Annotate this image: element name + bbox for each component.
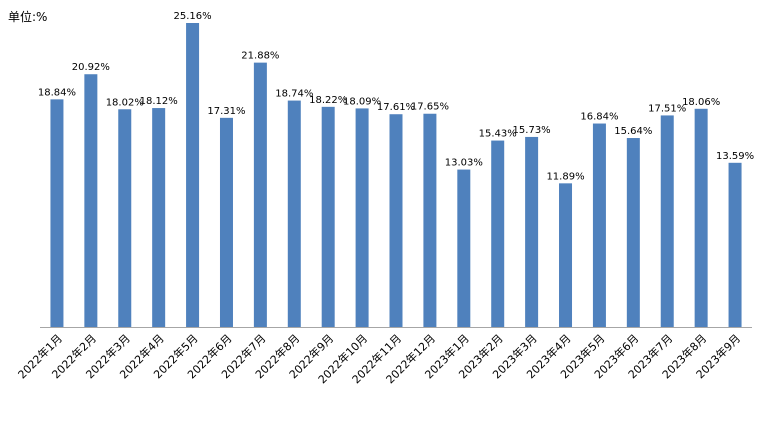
data-label-13: 13.03% [445, 158, 483, 169]
data-label-9: 18.22% [309, 95, 347, 106]
bar-15 [525, 136, 539, 327]
bar-21 [728, 162, 742, 327]
data-label-19: 17.51% [648, 103, 686, 114]
bar-17 [592, 123, 606, 327]
data-label-1: 18.84% [38, 87, 76, 98]
data-label-12: 17.65% [411, 102, 449, 113]
data-label-6: 17.31% [207, 106, 245, 117]
data-label-15: 15.73% [513, 125, 551, 136]
data-label-10: 18.09% [343, 96, 381, 107]
bar-2 [84, 74, 98, 327]
bar-9 [321, 106, 335, 327]
data-label-16: 11.89% [546, 171, 584, 182]
bar-13 [457, 169, 471, 327]
data-label-8: 18.74% [275, 89, 313, 100]
bar-7 [253, 62, 267, 327]
data-label-20: 18.06% [682, 97, 720, 108]
data-label-7: 21.88% [241, 51, 279, 62]
bar-1 [50, 99, 64, 327]
bar-14 [491, 140, 505, 327]
data-label-3: 18.02% [106, 97, 144, 108]
unit-label: 单位:% [8, 10, 48, 24]
data-label-14: 15.43% [479, 129, 517, 140]
bar-12 [423, 113, 437, 328]
data-label-4: 18.12% [140, 96, 178, 107]
bar-18 [626, 138, 640, 327]
bar-8 [287, 100, 301, 327]
data-label-21: 13.59% [716, 151, 754, 162]
bar-11 [389, 114, 403, 327]
bar-3 [118, 109, 132, 328]
bar-10 [355, 108, 369, 327]
data-label-5: 25.16% [173, 11, 211, 22]
bar-6 [219, 117, 233, 327]
bar-19 [660, 115, 674, 328]
bar-16 [559, 183, 573, 327]
bar-20 [694, 108, 708, 327]
data-label-18: 15.64% [614, 126, 652, 137]
data-label-2: 20.92% [72, 62, 110, 73]
bar-5 [186, 23, 200, 327]
data-label-11: 17.61% [377, 102, 415, 113]
bar-4 [152, 108, 166, 327]
data-label-17: 16.84% [580, 112, 618, 123]
